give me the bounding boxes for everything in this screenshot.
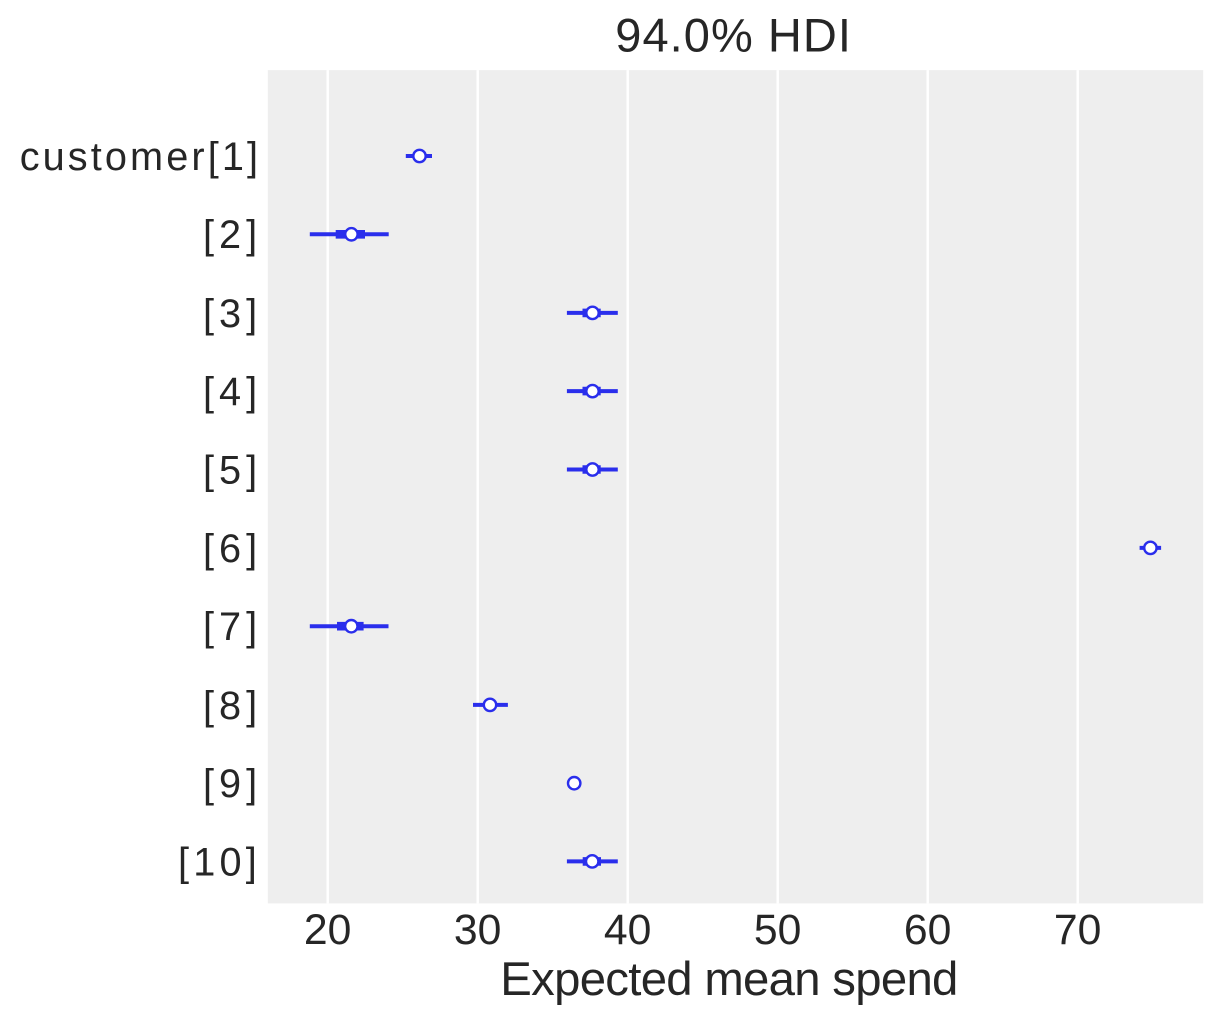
svg-text:70: 70 <box>1054 906 1101 954</box>
svg-text:30: 30 <box>454 906 501 954</box>
svg-text:[8]: [8] <box>203 684 262 728</box>
svg-text:[3]: [3] <box>203 292 262 336</box>
svg-text:[9]: [9] <box>203 762 262 806</box>
svg-text:[6]: [6] <box>203 527 262 571</box>
svg-text:[2]: [2] <box>203 213 262 257</box>
svg-text:60: 60 <box>904 906 951 954</box>
svg-text:[5]: [5] <box>203 448 262 492</box>
svg-text:[7]: [7] <box>203 605 262 649</box>
svg-text:Expected mean spend: Expected mean spend <box>500 953 957 1006</box>
svg-text:[10]: [10] <box>178 840 261 884</box>
svg-text:94.0% HDI: 94.0% HDI <box>615 8 852 61</box>
svg-text:customer[1]: customer[1] <box>20 135 261 179</box>
svg-text:40: 40 <box>604 906 651 954</box>
svg-text:20: 20 <box>304 906 351 954</box>
svg-text:50: 50 <box>754 906 801 954</box>
svg-text:[4]: [4] <box>203 370 262 414</box>
